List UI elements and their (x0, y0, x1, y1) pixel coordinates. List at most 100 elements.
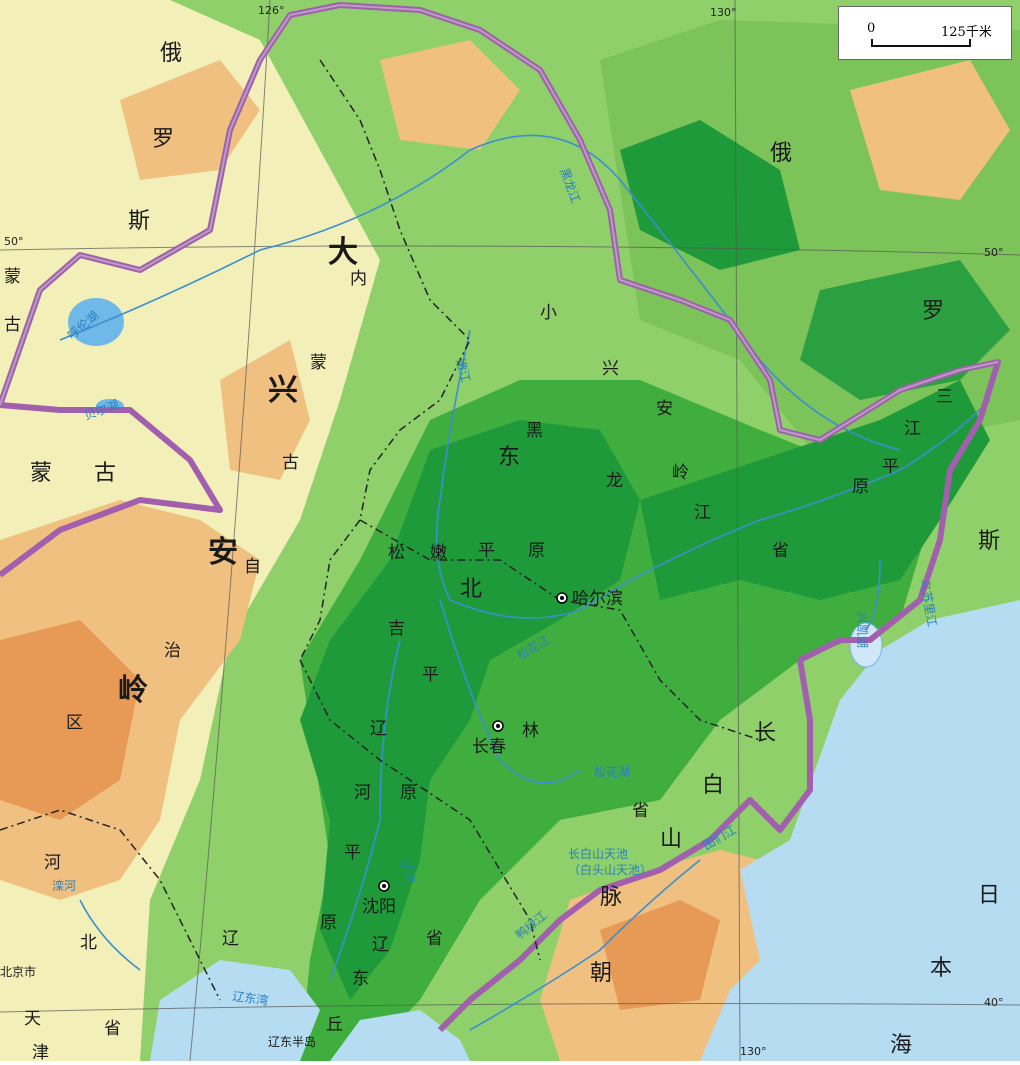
songnen-liaohe-lowland (300, 420, 640, 1000)
label-xingkai-lake: 兴凯湖 (855, 612, 870, 648)
city-shenyang-label: 沈阳 (362, 897, 396, 917)
coord-lat40: 40° (984, 996, 1004, 1009)
sea-of-japan (700, 600, 1020, 1061)
label-nenjiang: 嫩江 (453, 357, 473, 384)
label-songnen-yuan: 原 (528, 541, 545, 561)
amur-lowland (620, 120, 800, 270)
coord-lat50-right: 50° (984, 246, 1004, 259)
label-liaoning-liao: 辽 (372, 935, 389, 955)
label-nmg-qu: 区 (66, 713, 83, 733)
russia-lowland (800, 260, 1010, 400)
label-liaohe-yuan: 原 (400, 783, 417, 803)
label-liaohe-yuan2: 原 (320, 913, 337, 933)
label-liaohe-liao: 辽 (370, 719, 387, 739)
city-changchun-label: 长春 (472, 737, 506, 757)
border-glow (0, 3, 999, 442)
label-sanjiang-2: 江 (904, 419, 921, 439)
label-luanhe: 滦河 (52, 878, 76, 893)
coord-lon130: 130° (710, 6, 737, 19)
coord-lon126: 126° (258, 4, 285, 17)
label-russia-2: 罗 (152, 127, 174, 152)
label-jilin-ji: 吉 (388, 619, 405, 639)
scale-value: 125千米 (941, 25, 992, 40)
label-liaohe: 辽河 (399, 858, 417, 884)
label-nmg-zhi: 治 (164, 641, 181, 661)
label-jilin-ping: 平 (422, 665, 439, 685)
label-daxing-ling: 岭 (118, 673, 148, 708)
label-liaodong-bay: 辽东湾 (232, 988, 270, 1008)
label-hlj-sheng: 省 (772, 541, 789, 561)
label-hebei-bei: 北 (80, 933, 97, 953)
label-xiaoxing-xiao: 小 (540, 303, 557, 323)
label-liaodong-dong: 东 (352, 969, 369, 989)
label-xiaoxing-xing: 兴 (602, 359, 619, 379)
label-tianchi-1: 长白山天池 (568, 846, 628, 861)
label-mongolia-h1: 蒙 (30, 461, 52, 486)
label-sea: 海 (890, 1033, 912, 1058)
label-changbai-3: 山 (660, 827, 682, 852)
label-hebei-he: 河 (44, 853, 61, 873)
korea-high (600, 900, 720, 1010)
label-russia-e1: 俄 (770, 141, 792, 166)
label-daxing-xing: 兴 (268, 373, 298, 408)
label-hebei-sheng: 省 (104, 1019, 121, 1039)
province-boundaries (0, 59, 761, 1001)
label-daxing-da: 大 (328, 235, 358, 270)
label-tianjin-tian: 天 (24, 1009, 41, 1029)
city-harbin: 哈尔滨 (556, 589, 623, 609)
coord-lon130-bottom: 130° (740, 1045, 767, 1058)
label-nmg-gu: 古 (282, 453, 299, 473)
label-sanjiang-1: 三 (936, 387, 953, 407)
label-xiaoxing-ling: 岭 (672, 463, 689, 483)
label-liaodong-qiu: 丘 (326, 1015, 343, 1035)
scale-zero: 0 (867, 21, 876, 36)
label-korea: 朝 (590, 961, 612, 986)
label-tianjin-jin: 津 (32, 1043, 49, 1061)
label-russia-3: 斯 (128, 209, 150, 234)
label-songnen-nen: 嫩 (430, 543, 447, 563)
north-tan (380, 40, 520, 150)
rivers (59, 134, 991, 1031)
coord-lat50-left: 50° (4, 235, 24, 248)
daxing-tan-1 (220, 340, 310, 480)
label-nmg-meng: 蒙 (310, 353, 327, 373)
scale-bar: 0 125千米 (838, 6, 1012, 60)
label-russia-1: 俄 (160, 41, 182, 66)
label-dongbei-dong: 东 (498, 445, 520, 470)
label-changbai-1: 长 (754, 721, 776, 746)
label-nmg-zi: 自 (244, 557, 261, 577)
label-japan-ben: 本 (930, 956, 952, 981)
label-jilin-sheng: 省 (632, 801, 649, 821)
label-songnen-song: 松 (388, 543, 405, 563)
label-jilin-lin: 林 (522, 721, 539, 741)
russia-tan-ne (850, 60, 1010, 200)
label-changbai-4: 脉 (600, 885, 622, 910)
label-tianchi-2: （白头山天池） (568, 862, 652, 877)
label-russia-e3: 斯 (978, 529, 1000, 554)
label-songnen-ping: 平 (478, 541, 495, 561)
label-mongolia-v2: 古 (4, 315, 21, 335)
city-changchun: 长春 (472, 720, 506, 757)
label-liaohe-ping: 平 (344, 843, 361, 863)
label-changbai-2: 白 (702, 773, 724, 798)
label-xiaoxing-an: 安 (656, 399, 673, 419)
label-mongolia-v1: 蒙 (4, 267, 21, 287)
label-beijing: 北京市 (0, 964, 36, 979)
label-dongbei-bei: 北 (460, 577, 482, 602)
label-russia-e2: 罗 (922, 299, 944, 324)
city-harbin-label: 哈尔滨 (572, 589, 623, 609)
label-sanjiang-3: 平 (882, 457, 899, 477)
hulun-lake (68, 298, 124, 346)
west-high-mountains (0, 620, 140, 820)
label-nmg-nei: 内 (350, 269, 367, 289)
label-hlj-hei: 黑 (526, 421, 543, 441)
city-shenyang: 沈阳 (362, 880, 396, 917)
scale-bar-line (871, 39, 971, 47)
label-mongolia-h2: 古 (94, 461, 116, 486)
label-liaodong-liao: 辽 (222, 929, 239, 949)
label-japan-ri: 日 (978, 883, 1000, 908)
label-hlj-long: 龙 (606, 471, 623, 491)
